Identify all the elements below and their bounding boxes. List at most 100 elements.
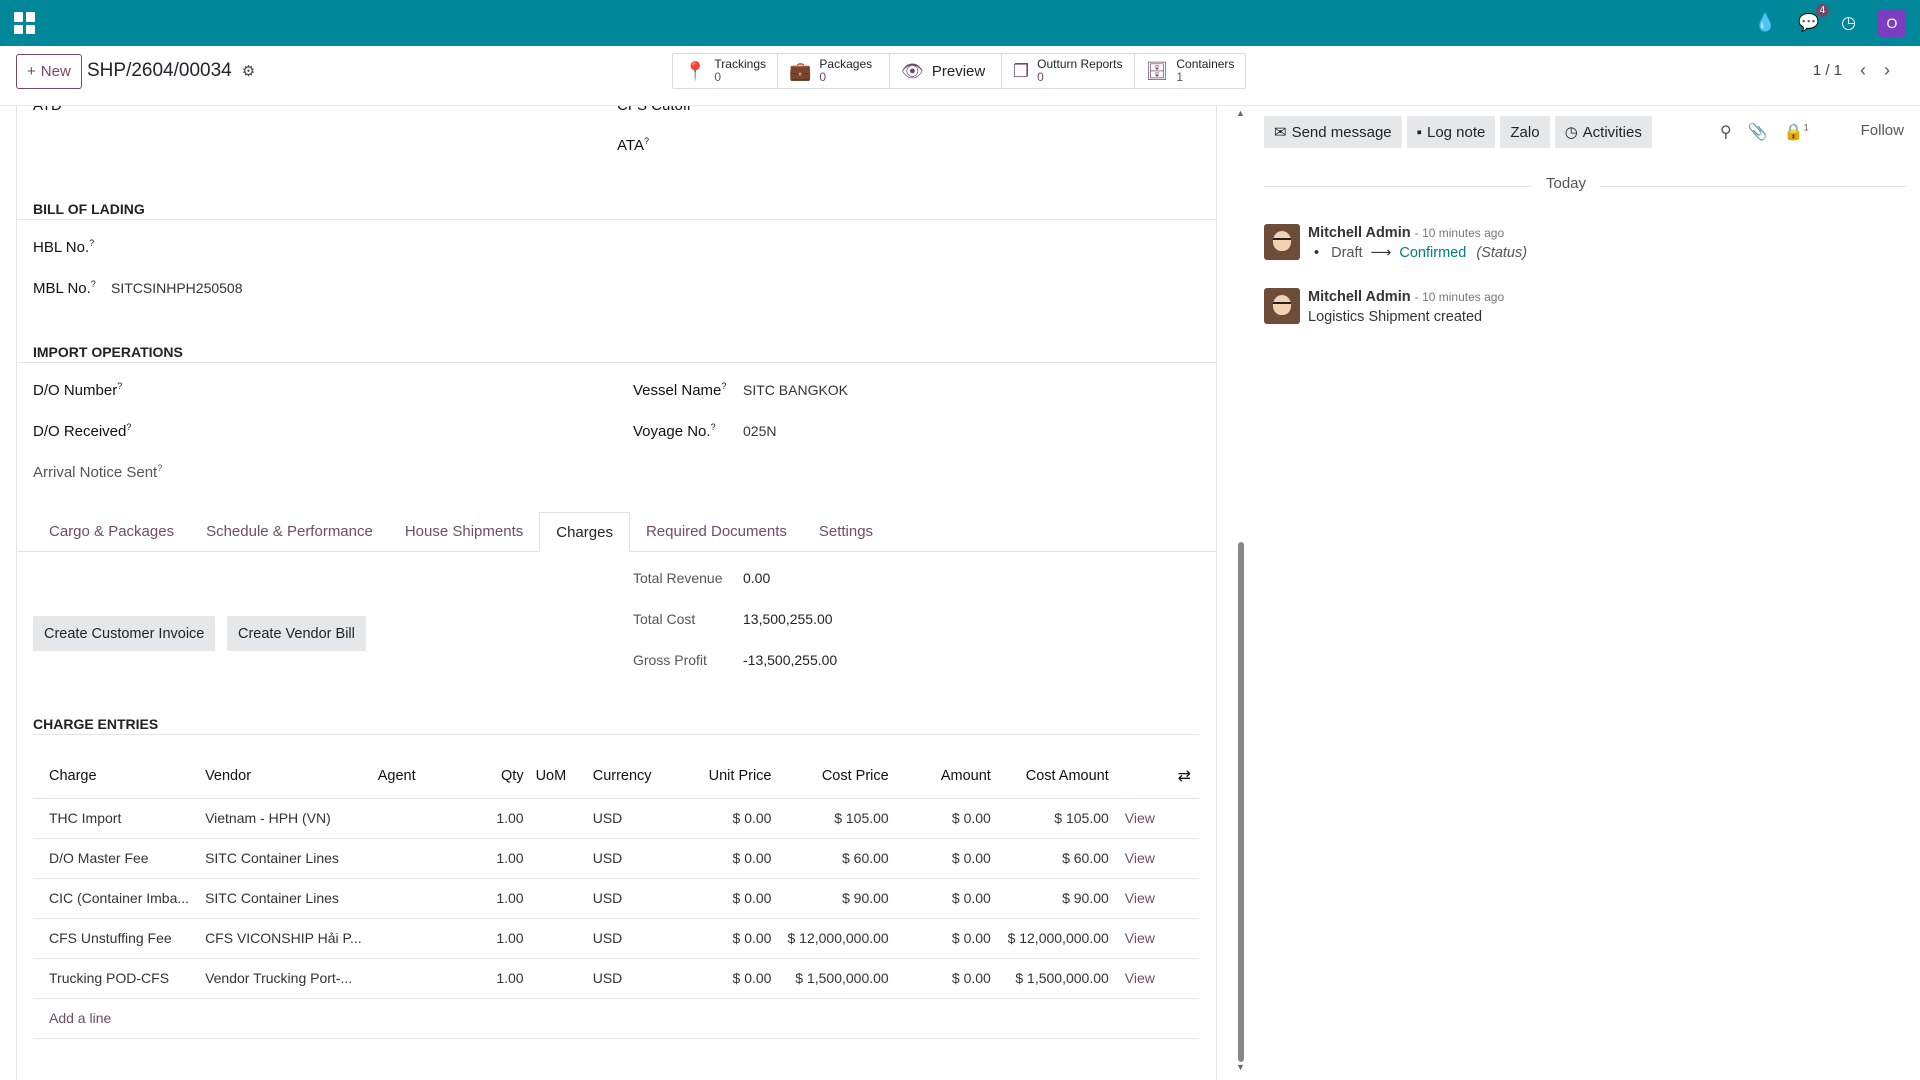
- cell-charge[interactable]: CFS Unstuffing Fee: [33, 918, 198, 959]
- cell-amount[interactable]: $ 0.00: [896, 958, 999, 999]
- cell-charge[interactable]: THC Import: [33, 798, 198, 839]
- cell-uom[interactable]: [531, 918, 585, 959]
- cell-vendor[interactable]: SITC Container Lines: [197, 878, 370, 919]
- view-button[interactable]: View: [1116, 798, 1199, 839]
- cell-amount[interactable]: $ 0.00: [896, 798, 999, 839]
- avatar[interactable]: [1264, 224, 1300, 260]
- scroll-up-icon[interactable]: ▲: [1236, 108, 1245, 118]
- table-row[interactable]: D/O Master Fee SITC Container Lines 1.00…: [33, 838, 1199, 879]
- cell-currency[interactable]: USD: [584, 798, 681, 839]
- cell-charge[interactable]: CIC (Container Imba...: [33, 878, 198, 919]
- cell-charge[interactable]: Trucking POD-CFS: [33, 958, 198, 999]
- user-avatar[interactable]: O: [1878, 9, 1906, 37]
- cell-agent[interactable]: [369, 958, 476, 999]
- cell-cost-price[interactable]: $ 1,500,000.00: [779, 958, 897, 999]
- cell-unit-price[interactable]: $ 0.00: [680, 918, 780, 959]
- cell-cost-price[interactable]: $ 105.00: [779, 798, 897, 839]
- table-row[interactable]: CFS Unstuffing Fee CFS VICONSHIP Hải P..…: [33, 918, 1199, 959]
- view-button[interactable]: View: [1116, 878, 1199, 919]
- cell-currency[interactable]: USD: [584, 918, 681, 959]
- cell-amount[interactable]: $ 0.00: [896, 878, 999, 919]
- cell-currency[interactable]: USD: [584, 958, 681, 999]
- cell-uom[interactable]: [531, 878, 585, 919]
- form-scrollbar[interactable]: ▲ ▼: [1236, 106, 1246, 1080]
- message-author[interactable]: Mitchell Admin: [1308, 289, 1411, 305]
- cell-uom[interactable]: [531, 958, 585, 999]
- cell-vendor[interactable]: SITC Container Lines: [197, 838, 370, 879]
- cell-cost-price[interactable]: $ 60.00: [779, 838, 897, 879]
- cell-currency[interactable]: USD: [584, 878, 681, 919]
- view-button[interactable]: View: [1116, 958, 1199, 999]
- avatar[interactable]: [1264, 288, 1300, 324]
- col-charge[interactable]: Charge: [33, 754, 198, 799]
- cell-vendor[interactable]: CFS VICONSHIP Hải P...: [197, 918, 370, 959]
- col-currency[interactable]: Currency: [584, 754, 681, 799]
- col-cost-price[interactable]: Cost Price: [779, 754, 897, 799]
- tab-schedule-performance[interactable]: Schedule & Performance: [206, 523, 373, 540]
- cell-uom[interactable]: [531, 798, 585, 839]
- cell-qty[interactable]: 1.00: [475, 958, 532, 999]
- cell-currency[interactable]: USD: [584, 838, 681, 879]
- activities-button[interactable]: ◷ Activities: [1554, 116, 1652, 148]
- view-button[interactable]: View: [1116, 838, 1199, 879]
- add-line-link[interactable]: Add a line: [33, 998, 1199, 1039]
- cell-qty[interactable]: 1.00: [475, 838, 532, 879]
- clock-icon[interactable]: ◷: [1841, 13, 1856, 32]
- cell-qty[interactable]: 1.00: [475, 878, 532, 919]
- paperclip-icon[interactable]: 📎: [1747, 124, 1768, 141]
- messages-icon[interactable]: 💬 4: [1798, 4, 1830, 33]
- tab-settings[interactable]: Settings: [818, 523, 874, 540]
- cell-vendor[interactable]: Vendor Trucking Port-...: [197, 958, 370, 999]
- log-note-button[interactable]: ▪ Log note: [1406, 116, 1496, 148]
- scroll-down-icon[interactable]: ▼: [1236, 1062, 1245, 1072]
- cell-agent[interactable]: [369, 798, 476, 839]
- chevron-left-icon[interactable]: ‹: [1860, 60, 1866, 80]
- cell-unit-price[interactable]: $ 0.00: [680, 958, 780, 999]
- cell-cost-amount[interactable]: $ 60.00: [998, 838, 1117, 879]
- tab-cargo-packages[interactable]: Cargo & Packages: [49, 523, 175, 540]
- create-vendor-bill-button[interactable]: Create Vendor Bill: [227, 616, 366, 651]
- cell-unit-price[interactable]: $ 0.00: [680, 798, 780, 839]
- cell-agent[interactable]: [369, 878, 476, 919]
- cell-vendor[interactable]: Vietnam - HPH (VN): [197, 798, 370, 839]
- packages-button[interactable]: 💼 Packages 0: [778, 54, 890, 88]
- create-customer-invoice-button[interactable]: Create Customer Invoice: [33, 616, 216, 651]
- cell-cost-price[interactable]: $ 12,000,000.00: [779, 918, 897, 959]
- chevron-right-icon[interactable]: ›: [1884, 60, 1890, 80]
- drop-icon[interactable]: 💧: [1754, 13, 1776, 32]
- cell-cost-amount[interactable]: $ 105.00: [998, 798, 1117, 839]
- view-button[interactable]: View: [1116, 918, 1199, 959]
- search-icon[interactable]: ⚲: [1720, 124, 1732, 141]
- cell-qty[interactable]: 1.00: [475, 918, 532, 959]
- trackings-button[interactable]: 📍 Trackings 0: [673, 54, 778, 88]
- table-row[interactable]: Trucking POD-CFS Vendor Trucking Port-..…: [33, 958, 1199, 999]
- col-vendor[interactable]: Vendor: [197, 754, 370, 799]
- mbl-field[interactable]: SITCSINHPH250508: [111, 280, 243, 296]
- cell-agent[interactable]: [369, 918, 476, 959]
- tab-house-shipments[interactable]: House Shipments: [404, 523, 524, 540]
- follow-button[interactable]: Follow: [1860, 122, 1904, 139]
- table-row[interactable]: THC Import Vietnam - HPH (VN) 1.00 USD $…: [33, 798, 1199, 839]
- cell-uom[interactable]: [531, 838, 585, 879]
- tab-required-documents[interactable]: Required Documents: [645, 523, 787, 540]
- tab-charges[interactable]: Charges: [539, 512, 630, 552]
- cell-charge[interactable]: D/O Master Fee: [33, 838, 198, 879]
- col-qty[interactable]: Qty: [475, 754, 532, 799]
- cell-amount[interactable]: $ 0.00: [896, 838, 999, 879]
- cell-cost-amount[interactable]: $ 1,500,000.00: [998, 958, 1117, 999]
- cell-cost-amount[interactable]: $ 12,000,000.00: [998, 918, 1117, 959]
- cell-amount[interactable]: $ 0.00: [896, 918, 999, 959]
- vessel-name-field[interactable]: SITC BANGKOK: [743, 382, 849, 398]
- col-uom[interactable]: UoM: [531, 754, 585, 799]
- app-menu-icon[interactable]: [14, 12, 36, 34]
- cell-cost-price[interactable]: $ 90.00: [779, 878, 897, 919]
- send-message-button[interactable]: ✉ Send message: [1264, 116, 1402, 148]
- cell-cost-amount[interactable]: $ 90.00: [998, 878, 1117, 919]
- pager-value[interactable]: 1 / 1: [1812, 62, 1842, 79]
- cell-agent[interactable]: [369, 838, 476, 879]
- message-author[interactable]: Mitchell Admin: [1308, 225, 1411, 241]
- outturn-reports-button[interactable]: ❐ Outturn Reports 0: [1002, 54, 1135, 88]
- cell-unit-price[interactable]: $ 0.00: [680, 838, 780, 879]
- followers-lock-icon[interactable]: 🔒1: [1783, 122, 1809, 141]
- col-cost-amount[interactable]: Cost Amount: [998, 754, 1117, 799]
